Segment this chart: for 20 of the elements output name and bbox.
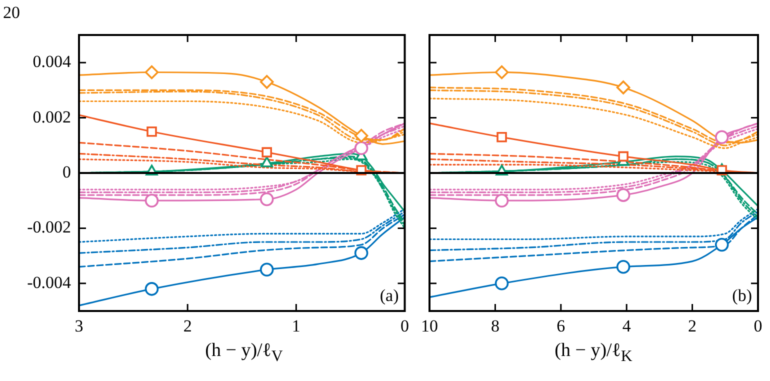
y-tick-label: -0.004 xyxy=(27,272,72,292)
text: 20 xyxy=(3,2,20,22)
annotation: (b) xyxy=(732,286,752,305)
y-tick-label: 0.002 xyxy=(32,107,71,126)
y-tick-label: 0 xyxy=(62,162,71,182)
x-tick-label: 1 xyxy=(292,316,300,336)
x-tick-label: 4 xyxy=(622,316,632,336)
x-tick-label: 6 xyxy=(556,316,566,336)
x-axis-title: (h − y)/ℓ$_{V}$ xyxy=(204,340,284,366)
y-tick-label: 0.004 xyxy=(32,52,72,72)
x-tick-label: 2 xyxy=(183,316,192,336)
x-tick-label: 0 xyxy=(754,316,762,336)
x-tick-label: 10 xyxy=(421,316,438,336)
x-tick-label: 2 xyxy=(688,316,697,336)
y-tick-label: -0.002 xyxy=(27,218,71,237)
x-tick-label: 0 xyxy=(400,316,409,336)
annotation: (a) xyxy=(380,286,399,305)
x-tick-label: 8 xyxy=(490,316,500,336)
x-tick-label: 3 xyxy=(74,316,84,336)
x-axis-title: (h − y)/ℓ$_{K}$ xyxy=(554,340,634,366)
